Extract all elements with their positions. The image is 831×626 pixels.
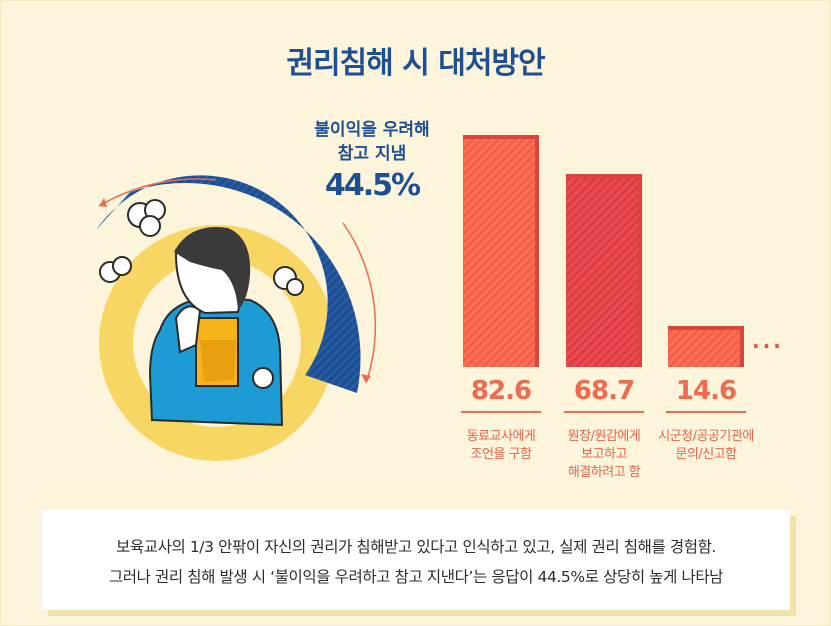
note-line2: 그러나 권리 침해 발생 시 ‘불이익을 우려하고 참고 지낸다’는 응답이 4… bbox=[108, 568, 724, 586]
callout-line1: 불이익을 우려해 bbox=[314, 120, 430, 140]
steam-puffs bbox=[99, 199, 304, 296]
arc-right bbox=[342, 222, 377, 384]
bar-category-label: 시군청/공공기관에 문의/신고함 bbox=[658, 429, 754, 462]
note-line1: 보육교사의 1/3 안팎이 자신의 권리가 침해받고 있다고 인식하고 있고, … bbox=[116, 538, 716, 556]
bar-value-label: 14.6 bbox=[675, 376, 737, 406]
note-box: 보육교사의 1/3 안팎이 자신의 권리가 침해받고 있다고 인식하고 있고, … bbox=[42, 510, 790, 610]
arrow-head-right bbox=[361, 374, 371, 383]
callout-percent: 44.5% bbox=[324, 168, 421, 203]
arc-left bbox=[98, 178, 217, 207]
bar-1 bbox=[463, 135, 539, 367]
more-dots: ··· bbox=[752, 334, 784, 358]
callout-line2: 참고 지냄 bbox=[337, 144, 407, 164]
teacher-illustration bbox=[148, 227, 284, 427]
value-underline bbox=[564, 411, 644, 413]
bar-2 bbox=[566, 174, 642, 367]
callout: 불이익을 우려해 참고 지냄 44.5% bbox=[292, 118, 452, 203]
bar-3 bbox=[668, 325, 744, 367]
bar-category-label: 원장/원감에게 보고하고 해결하려고 함 bbox=[567, 429, 641, 480]
page-title: 권리침해 시 대처방안 bbox=[286, 46, 545, 81]
value-underline bbox=[666, 411, 746, 413]
bar-value-label: 82.6 bbox=[470, 376, 532, 406]
value-underline bbox=[461, 411, 541, 413]
donut-sector-44-5 bbox=[96, 175, 361, 393]
bar-category-label: 동료교사에게 조언을 구함 bbox=[466, 429, 536, 462]
bar-value-label: 68.7 bbox=[573, 376, 635, 406]
arrow-head-left bbox=[99, 198, 107, 207]
